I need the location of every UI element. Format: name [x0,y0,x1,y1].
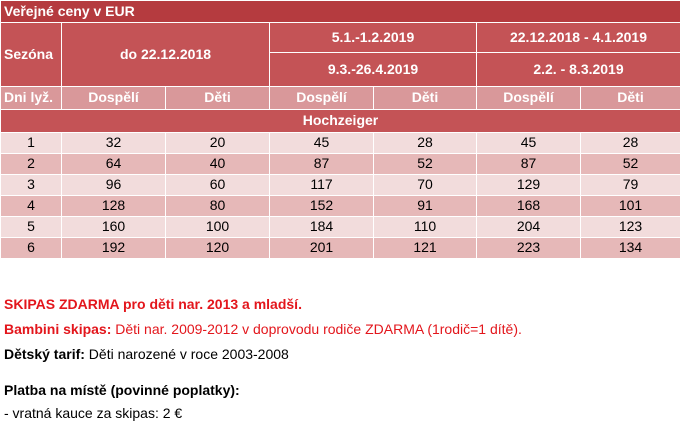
table-cell: 79 [580,174,681,196]
table-cell: 64 [61,153,166,175]
table-title: Veřejné ceny v EUR [0,0,681,23]
season-3-line-1: 22.12.2018 - 4.1.2019 [476,22,681,53]
table-cell: 121 [373,237,477,259]
table-cell: 129 [476,174,581,196]
column-header-adults: Dospělí [476,86,581,110]
column-header-children: Děti [165,86,270,110]
table-row: 6 192 120 201 121 223 134 [0,237,681,259]
table-cell: 168 [476,195,581,217]
table-cell: 160 [61,216,166,238]
bambini-note: Bambini skipas: Děti nar. 2009-2012 v do… [4,321,522,337]
table-cell: 80 [165,195,270,217]
table-cell: 32 [61,132,166,154]
column-header-children: Děti [373,86,477,110]
deposit-note: - vratná kauce za skipas: 2 € [4,405,183,421]
season-row-top: Sezóna do 22.12.2018 5.1.-1.2.2019 22.12… [0,22,681,87]
table-cell: 87 [476,153,581,175]
table-cell: 152 [269,195,374,217]
table-cell: 3 [0,174,62,196]
bambini-text: Děti nar. 2009-2012 v doprovodu rodiče Z… [111,321,522,337]
table-cell: 45 [269,132,374,154]
table-row: 1 32 20 45 28 45 28 [0,132,681,154]
table-cell: 20 [165,132,270,154]
table-cell: 2 [0,153,62,175]
skipas-free-note: SKIPAS ZDARMA pro děti nar. 2013 a mladš… [4,296,302,312]
column-header-adults: Dospělí [269,86,374,110]
payment-heading: Platba na místě (povinné poplatky): [4,382,240,398]
region-row: Hochzeiger [0,109,681,133]
table-cell: 184 [269,216,374,238]
table-cell: 120 [165,237,270,259]
table-cell: 28 [580,132,681,154]
table-row: 2 64 40 87 52 87 52 [0,153,681,175]
table-row: 3 96 60 117 70 129 79 [0,174,681,196]
table-cell: 4 [0,195,62,217]
child-tariff-note: Dětský tarif: Děti narozené v roce 2003-… [4,346,289,362]
table-cell: 5 [0,216,62,238]
table-cell: 52 [580,153,681,175]
bambini-label: Bambini skipas: [4,321,112,337]
child-tariff-text: Děti narozené v roce 2003-2008 [84,346,289,362]
table-cell: 60 [165,174,270,196]
table-cell: 223 [476,237,581,259]
child-tariff-label: Dětský tarif: [4,346,85,362]
table-cell: 52 [373,153,477,175]
region-name: Hochzeiger [0,109,681,133]
season-2-line-2: 9.3.-26.4.2019 [269,52,477,87]
table-cell: 123 [580,216,681,238]
table-cell: 128 [61,195,166,217]
table-cell: 201 [269,237,374,259]
table-cell: 96 [61,174,166,196]
table-cell: 40 [165,153,270,175]
table-cell: 6 [0,237,62,259]
season-label: Sezóna [0,22,62,87]
season-2-line-1: 5.1.-1.2.2019 [269,22,477,53]
table-cell: 117 [269,174,374,196]
table-cell: 100 [165,216,270,238]
table-cell: 1 [0,132,62,154]
table-cell: 101 [580,195,681,217]
table-row: 5 160 100 184 110 204 123 [0,216,681,238]
season-row-bottom: 9.3.-26.4.2019 2.2. - 8.3.2019 [1,52,681,87]
table-row: 4 128 80 152 91 168 101 [0,195,681,217]
column-header-children: Děti [580,86,681,110]
table-cell: 134 [580,237,681,259]
price-table: Veřejné ceny v EUR Sezóna do 22.12.2018 … [0,0,681,259]
table-cell: 70 [373,174,477,196]
table-cell: 192 [61,237,166,259]
table-cell: 204 [476,216,581,238]
table-cell: 45 [476,132,581,154]
column-header-days: Dni lyž. [0,86,62,110]
column-header-adults: Dospělí [61,86,166,110]
table-cell: 91 [373,195,477,217]
table-cell: 28 [373,132,477,154]
table-cell: 87 [269,153,374,175]
table-cell: 110 [373,216,477,238]
season-1: do 22.12.2018 [61,22,270,87]
season-3-line-2: 2.2. - 8.3.2019 [476,52,681,87]
column-header-row: Dni lyž. Dospělí Děti Dospělí Děti Dospě… [0,86,681,110]
title-row: Veřejné ceny v EUR [0,0,681,23]
